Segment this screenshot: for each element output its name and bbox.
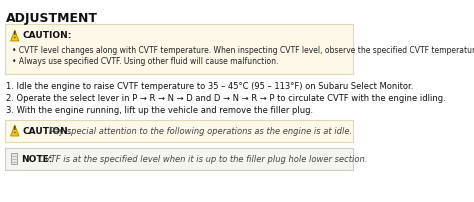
- Text: CVTF is at the specified level when it is up to the filler plug hole lower secti: CVTF is at the specified level when it i…: [39, 155, 368, 164]
- Text: 1. Idle the engine to raise CVTF temperature to 35 – 45°C (95 – 113°F) on Subaru: 1. Idle the engine to raise CVTF tempera…: [6, 82, 413, 91]
- FancyBboxPatch shape: [5, 120, 353, 142]
- Polygon shape: [10, 125, 19, 136]
- Text: !: !: [13, 31, 17, 40]
- Text: Pay special attention to the following operations as the engine is at idle.: Pay special attention to the following o…: [49, 127, 352, 136]
- Text: • Always use specified CVTF. Using other fluid will cause malfunction.: • Always use specified CVTF. Using other…: [12, 57, 279, 66]
- FancyBboxPatch shape: [10, 153, 18, 164]
- Text: 3. With the engine running, lift up the vehicle and remove the filler plug.: 3. With the engine running, lift up the …: [6, 106, 313, 115]
- Text: CAUTION:: CAUTION:: [23, 127, 72, 136]
- Text: !: !: [13, 126, 17, 135]
- FancyBboxPatch shape: [5, 24, 353, 74]
- Text: NOTE:: NOTE:: [21, 155, 53, 164]
- Text: • CVTF level changes along with CVTF temperature. When inspecting CVTF level, ob: • CVTF level changes along with CVTF tem…: [12, 46, 474, 55]
- Text: ADJUSTMENT: ADJUSTMENT: [6, 12, 98, 25]
- Text: CAUTION:: CAUTION:: [23, 31, 72, 40]
- Text: 2. Operate the select lever in P → R → N → D and D → N → R → P to circulate CVTF: 2. Operate the select lever in P → R → N…: [6, 94, 446, 103]
- FancyBboxPatch shape: [5, 148, 353, 170]
- Polygon shape: [10, 30, 19, 41]
